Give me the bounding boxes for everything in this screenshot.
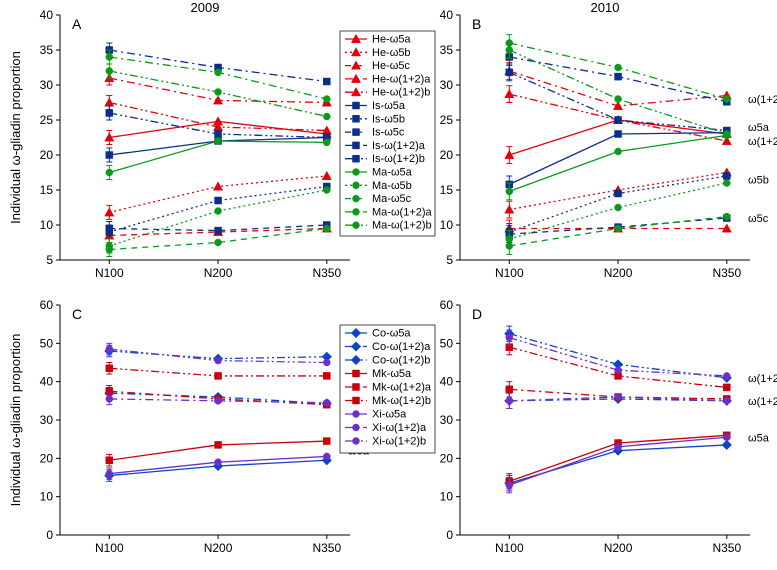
y-tick-label: 0	[446, 528, 453, 542]
legend-label: Is-ω5c	[372, 127, 405, 139]
x-tick-label: N200	[604, 541, 633, 555]
annotation-ω5a: ω5a	[748, 122, 770, 134]
x-tick-label: N350	[712, 541, 741, 555]
x-tick-label: N200	[204, 541, 233, 555]
y-tick-label: 40	[440, 375, 454, 389]
y-tick-label: 35	[40, 43, 54, 57]
panel-B: 5 10 15 20 25 30 35 40 N100 N200 N350 Bω5a ω5b ω5c ω(1…	[440, 8, 777, 280]
legend-label: Is-ω(1+2)a	[372, 140, 426, 152]
panel-letter-D: D	[472, 306, 482, 322]
legend-label: He-ω5b	[372, 47, 411, 59]
legend-label: He-ω(1+2)b	[372, 87, 430, 99]
x-tick-label: N350	[312, 266, 341, 280]
legend-label: Co-ω(1+2)a	[372, 341, 431, 353]
panel-letter-C: C	[72, 306, 82, 322]
y-tick-label: 5	[46, 253, 53, 267]
legend-label: Co-ω5a	[372, 328, 411, 340]
x-tick-label: N200	[604, 266, 633, 280]
y-axis-label-bottom: Individual ω-gliadin proportion	[8, 334, 23, 507]
legend-label: Is-ω(1+2)b	[372, 153, 425, 165]
year-title-right: 2010	[591, 0, 620, 15]
x-tick-label: N350	[312, 541, 341, 555]
y-tick-label: 10	[440, 218, 454, 232]
y-tick-label: 35	[440, 43, 454, 57]
y-tick-label: 10	[40, 490, 54, 504]
y-tick-label: 50	[40, 336, 54, 350]
legend-label: Ma-ω(1+2)a	[372, 206, 433, 218]
legend-label: Mk-ω5a	[372, 368, 412, 380]
x-tick-label: N350	[712, 266, 741, 280]
series-Ma-ω5a	[509, 135, 727, 191]
legend: Co-ω5aCo-ω(1+2)a Co-ω(1+2)bMk-ω5a Mk-ω(1+2…	[340, 325, 435, 453]
x-tick-label: N100	[95, 266, 124, 280]
y-tick-label: 20	[40, 148, 54, 162]
y-tick-label: 40	[40, 8, 54, 22]
y-tick-label: 0	[46, 528, 53, 542]
annotation-ω5a: ω5a	[748, 432, 770, 444]
legend-label: Is-ω5b	[372, 113, 405, 125]
legend-label: Mk-ω(1+2)a	[372, 382, 432, 394]
legend-label: Is-ω5a	[372, 100, 406, 112]
annotation-ω(1+2)a: ω(1+2)a	[748, 94, 777, 106]
y-tick-label: 25	[440, 113, 454, 127]
panel-D: 0 10 20 30 40 50 60 N100 N200 N350 Dω5a ω(1+2)a ω(1+…	[440, 298, 777, 555]
panel-letter-B: B	[472, 16, 481, 32]
chart-figure: 20092010Individual ω-gliadin proportionI…	[0, 0, 777, 570]
annotation-ω5b: ω5b	[748, 175, 769, 187]
y-tick-label: 20	[40, 451, 54, 465]
legend-label: Ma-ω(1+2)b	[372, 220, 432, 232]
panel-A: 510152025303540N100N200N350Aω5aω5bω5cω(1…	[40, 8, 390, 280]
legend-label: Xi-ω5a	[372, 409, 407, 421]
y-tick-label: 25	[40, 113, 54, 127]
legend-label: He-ω(1+2)a	[372, 73, 431, 85]
y-tick-label: 15	[40, 183, 54, 197]
annotation-ω(1+2)b: ω(1+2)b	[748, 373, 777, 385]
legend-label: He-ω5c	[372, 60, 410, 72]
x-tick-label: N100	[95, 541, 124, 555]
legend: He-ω5aHe-ω5bHe-ω5cHe-ω(1+2)aHe-ω(1+2)bIs…	[340, 31, 435, 236]
y-tick-label: 15	[440, 183, 454, 197]
legend-label: Co-ω(1+2)b	[372, 355, 430, 367]
annotation-ω(1+2)b: ω(1+2)b	[748, 136, 777, 148]
y-tick-label: 30	[40, 413, 54, 427]
y-tick-label: 60	[40, 298, 54, 312]
legend-label: Mk-ω(1+2)b	[372, 395, 431, 407]
y-axis-label-top: Individual ω-gliadin proportion	[8, 51, 23, 224]
legend-label: Ma-ω5b	[372, 180, 412, 192]
y-tick-label: 50	[440, 336, 454, 350]
y-tick-label: 30	[440, 78, 454, 92]
panel-letter-A: A	[72, 16, 82, 32]
legend-label: Ma-ω5c	[372, 193, 412, 205]
x-tick-label: N200	[204, 266, 233, 280]
y-tick-label: 10	[40, 218, 54, 232]
legend-label: He-ω5a	[372, 34, 411, 46]
year-title-left: 2009	[191, 0, 220, 15]
annotation-ω5c: ω5c	[748, 213, 769, 225]
y-tick-label: 10	[440, 490, 454, 504]
annotation-ω(1+2)a: ω(1+2)a	[748, 396, 777, 408]
y-tick-label: 20	[440, 148, 454, 162]
x-tick-label: N100	[495, 541, 524, 555]
x-tick-label: N100	[495, 266, 524, 280]
legend-label: Xi-ω(1+2)a	[372, 422, 427, 434]
y-tick-label: 30	[40, 78, 54, 92]
y-tick-label: 60	[440, 298, 454, 312]
y-tick-label: 20	[440, 451, 454, 465]
y-tick-label: 30	[440, 413, 454, 427]
panel-C: 0102030405060N100N200N350Cω5aω(1+2)aω(1+…	[40, 298, 390, 555]
y-tick-label: 40	[40, 375, 54, 389]
series-Ma-ω5a	[109, 141, 326, 173]
legend-label: Ma-ω5a	[372, 167, 413, 179]
legend-label: Xi-ω(1+2)b	[372, 436, 426, 448]
y-tick-label: 5	[446, 253, 453, 267]
y-tick-label: 40	[440, 8, 454, 22]
